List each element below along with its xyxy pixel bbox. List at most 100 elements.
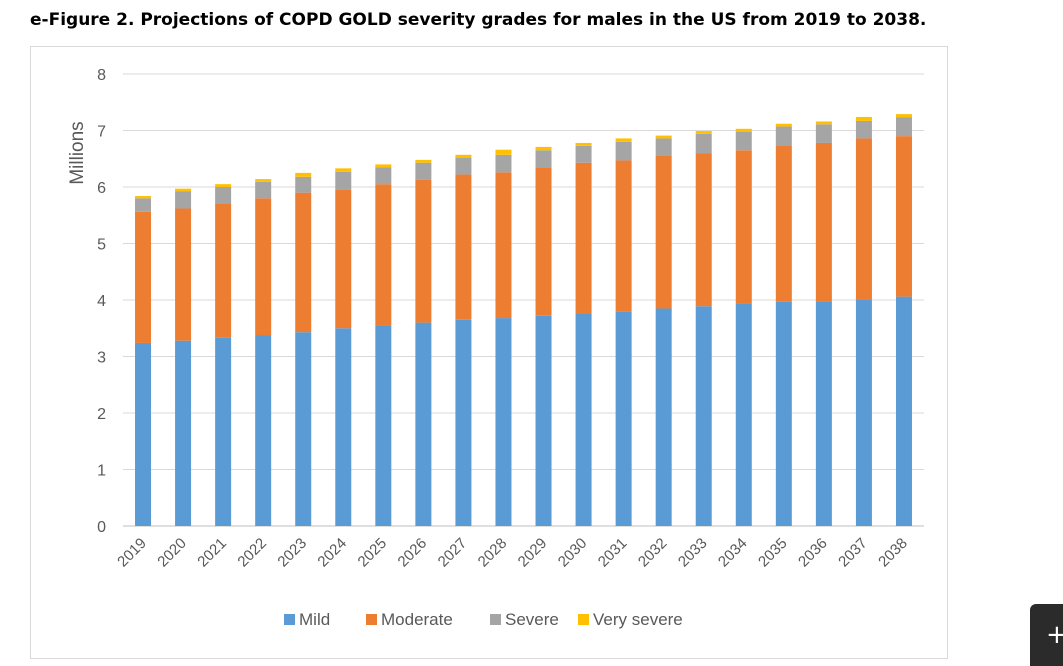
bar-segment — [575, 142, 592, 146]
bar-segment — [495, 154, 512, 173]
bar-segment — [295, 172, 312, 177]
bar-segment — [535, 146, 552, 151]
bar-segment — [775, 301, 792, 526]
bar-segment — [295, 332, 312, 526]
bar-segment — [375, 164, 392, 168]
bar-segment — [415, 159, 432, 163]
legend-label: Mild — [299, 610, 330, 629]
bar-segment — [335, 171, 352, 190]
bar-segment — [135, 342, 152, 526]
bar-segment — [255, 179, 272, 182]
bar-segment — [535, 315, 552, 526]
x-tick-label: 2034 — [715, 535, 751, 571]
bar-segment — [815, 124, 832, 143]
bar-segment — [215, 187, 232, 204]
bar-segment — [575, 313, 592, 526]
bar-segment — [495, 318, 512, 526]
bar-segment — [175, 340, 192, 526]
bar-segment — [895, 296, 912, 526]
bar-segment — [495, 149, 512, 155]
x-tick-label: 2029 — [515, 535, 551, 571]
y-tick-label: 4 — [97, 293, 106, 310]
bar-segment — [175, 191, 192, 209]
x-tick-label: 2020 — [154, 535, 190, 571]
bar-segment — [815, 142, 832, 302]
bar-segment — [655, 138, 672, 156]
bar-segment — [295, 192, 312, 333]
bar-segment — [735, 150, 752, 304]
x-tick-label: 2025 — [355, 535, 391, 571]
bar-segment — [855, 120, 872, 139]
bar-segment — [455, 319, 472, 526]
bar-segment — [695, 306, 712, 526]
x-tick-label: 2035 — [755, 535, 791, 571]
x-tick-label: 2023 — [274, 535, 310, 571]
x-tick-label: 2027 — [435, 535, 471, 571]
x-tick-label: 2032 — [635, 535, 671, 571]
plus-icon-button[interactable]: + — [1030, 604, 1063, 666]
bar-segment — [895, 114, 912, 118]
bar-segment — [135, 211, 152, 343]
x-tick-label: 2031 — [595, 535, 631, 571]
figure-title: e-Figure 2. Projections of COPD GOLD sev… — [30, 10, 927, 30]
bar-segment — [455, 157, 472, 175]
bar-segment — [655, 308, 672, 526]
legend-swatch — [366, 614, 377, 625]
bar-segment — [455, 154, 472, 158]
y-tick-label: 7 — [97, 124, 106, 141]
bar-segment — [415, 162, 432, 180]
bar-segment — [855, 138, 872, 300]
x-tick-label: 2021 — [194, 535, 230, 571]
y-tick-label: 8 — [97, 67, 106, 84]
bar-segment — [335, 168, 352, 172]
bar-segment — [335, 189, 352, 329]
y-tick-label: 0 — [97, 519, 106, 536]
legend-label: Severe — [505, 610, 559, 629]
bar-segment — [375, 167, 392, 185]
bar-segment — [415, 322, 432, 526]
bar-segment — [575, 162, 592, 314]
y-axis-label: Millions — [67, 121, 88, 184]
bar-segment — [575, 145, 592, 163]
bar-segment — [815, 301, 832, 526]
bar-segment — [775, 126, 792, 146]
bar-segment — [175, 188, 192, 192]
bar-segment — [175, 208, 192, 341]
y-tick-label: 1 — [97, 463, 106, 480]
bar-segment — [455, 174, 472, 320]
y-tick-label: 3 — [97, 350, 106, 367]
bar-segment — [135, 196, 152, 199]
bar-segment — [775, 123, 792, 127]
bar-segment — [735, 131, 752, 151]
legend-swatch — [284, 614, 295, 625]
bar-segment — [855, 299, 872, 526]
y-tick-label: 2 — [97, 406, 106, 423]
bar-segment — [695, 153, 712, 307]
bar-segment — [415, 179, 432, 323]
bar-segment — [295, 176, 312, 193]
bar-segment — [655, 135, 672, 139]
x-tick-label: 2037 — [835, 535, 871, 571]
bar-segment — [615, 311, 632, 526]
bar-segment — [135, 198, 152, 212]
legend-swatch — [490, 614, 501, 625]
x-tick-label: 2024 — [314, 535, 350, 571]
legend-label: Moderate — [381, 610, 453, 629]
bar-segment — [215, 337, 232, 526]
bar-segment — [895, 117, 912, 137]
bar-segment — [855, 116, 872, 121]
bar-segment — [215, 184, 232, 187]
x-tick-label: 2022 — [234, 535, 270, 571]
y-tick-label: 6 — [97, 180, 106, 197]
x-tick-label: 2019 — [114, 535, 150, 571]
bar-segment — [375, 184, 392, 326]
bar-segment — [615, 141, 632, 161]
bar-segment — [775, 145, 792, 302]
x-tick-label: 2028 — [475, 535, 511, 571]
bar-segment — [815, 121, 832, 125]
bar-segment — [335, 328, 352, 526]
bar-segment — [735, 128, 752, 132]
bar-segment — [535, 150, 552, 168]
bar-segment — [495, 172, 512, 319]
